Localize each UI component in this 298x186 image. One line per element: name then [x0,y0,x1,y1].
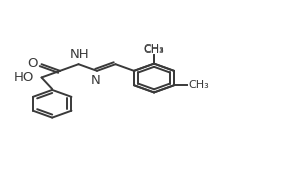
Text: CH₃: CH₃ [188,80,209,90]
Text: CH₃: CH₃ [144,44,164,54]
Text: NH: NH [70,48,90,61]
Text: HO: HO [14,71,34,84]
Text: N: N [91,74,100,87]
Text: O: O [27,57,38,70]
Text: CH₃: CH₃ [144,45,164,55]
